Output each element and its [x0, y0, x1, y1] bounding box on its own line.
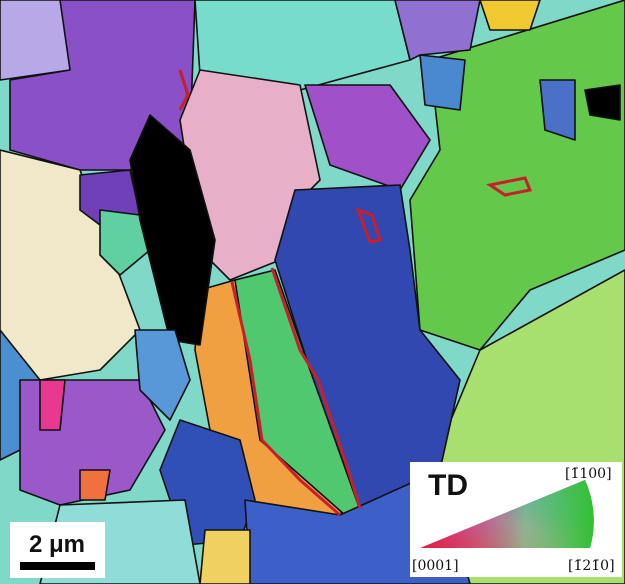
- legend-title: TD: [428, 469, 468, 502]
- grain: [480, 0, 540, 30]
- scale-label: 2 μm: [29, 531, 85, 558]
- grain: [395, 0, 480, 60]
- ebsd-map: 2 μm TD [1̄100] [0001] [1̄21̄0]: [0, 0, 625, 584]
- grain: [420, 55, 465, 110]
- grain: [40, 380, 65, 430]
- corner-label: [1̄21̄0]: [568, 558, 615, 574]
- corner-label: [1̄100]: [565, 466, 612, 482]
- corner-label: [0001]: [412, 558, 459, 574]
- scale-bar-line: [20, 562, 95, 570]
- ipf-legend: TD [1̄100] [0001] [1̄21̄0]: [410, 462, 622, 577]
- grain: [585, 85, 620, 120]
- grain: [200, 530, 250, 584]
- grain: [80, 470, 110, 500]
- scale-bar: 2 μm: [10, 522, 105, 578]
